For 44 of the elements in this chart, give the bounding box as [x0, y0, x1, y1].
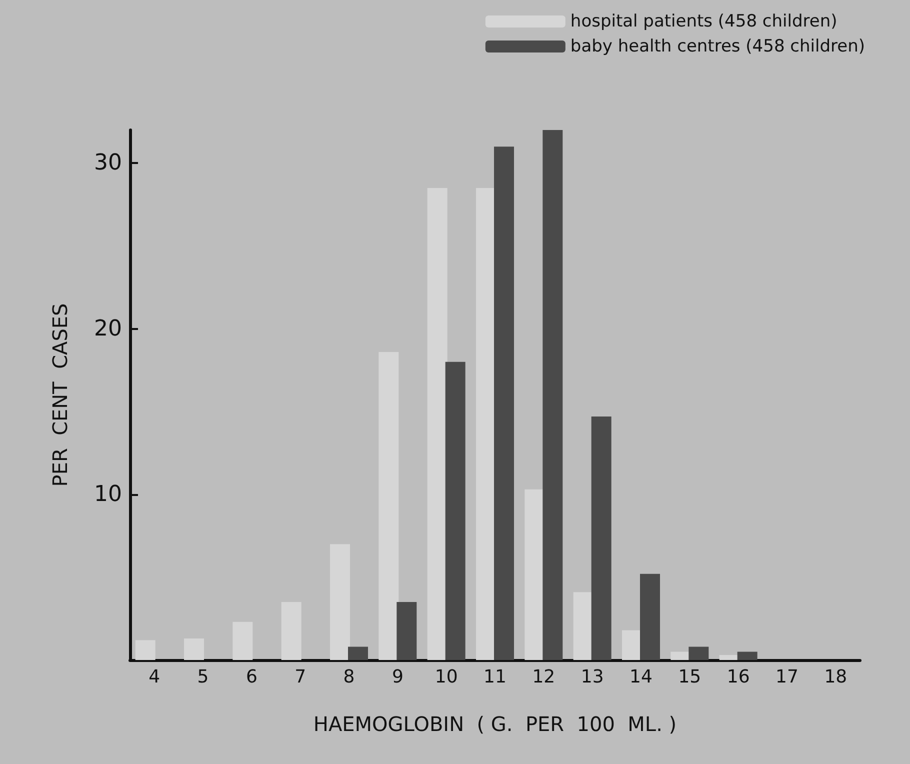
x-tick-label: 9 — [392, 666, 404, 688]
x-tick-label: 10 — [434, 666, 458, 688]
bar — [494, 146, 514, 660]
bar — [184, 638, 204, 660]
bar — [476, 188, 496, 660]
x-tick-label: 8 — [343, 666, 355, 688]
bar — [378, 352, 399, 660]
x-tick-label: 12 — [532, 666, 556, 688]
bar — [281, 602, 302, 660]
x-tick-label: 5 — [197, 666, 209, 688]
bar — [232, 622, 253, 660]
x-tick-label: 11 — [484, 666, 506, 688]
y-tick-label: 30 — [94, 150, 122, 176]
bar — [542, 130, 563, 660]
y-tick-label: 20 — [94, 316, 122, 342]
bar — [348, 646, 368, 660]
x-tick-label: 7 — [294, 666, 306, 688]
bar — [688, 646, 709, 660]
bar — [524, 489, 545, 660]
x-tick-label: 16 — [726, 666, 750, 688]
bar — [135, 640, 156, 660]
bar — [427, 188, 448, 660]
bar — [719, 655, 740, 660]
y-tick-label: 10 — [94, 482, 122, 507]
bar — [396, 602, 417, 660]
x-tick-label: 13 — [580, 666, 604, 688]
x-tick-label: 15 — [678, 666, 702, 688]
legend-label: baby health centres (458 children) — [570, 36, 866, 56]
x-tick-label: 14 — [630, 666, 652, 688]
x-tick-label: 4 — [148, 666, 160, 688]
x-tick-label: 6 — [246, 666, 258, 688]
y-axis-title: PER CENT CASES — [48, 303, 72, 487]
bar — [573, 592, 594, 660]
bar — [737, 652, 758, 660]
bar — [640, 574, 660, 660]
bar — [445, 362, 466, 660]
bar — [330, 544, 350, 660]
bar — [591, 416, 612, 660]
bar — [670, 652, 691, 660]
bar — [622, 630, 642, 660]
x-axis-title: HAEMOGLOBIN ( G. PER 100 ML. ) — [313, 712, 677, 736]
x-tick-label: 18 — [824, 666, 848, 688]
legend-label: hospital patients (458 children) — [570, 12, 838, 32]
x-tick-label: 17 — [776, 666, 798, 688]
